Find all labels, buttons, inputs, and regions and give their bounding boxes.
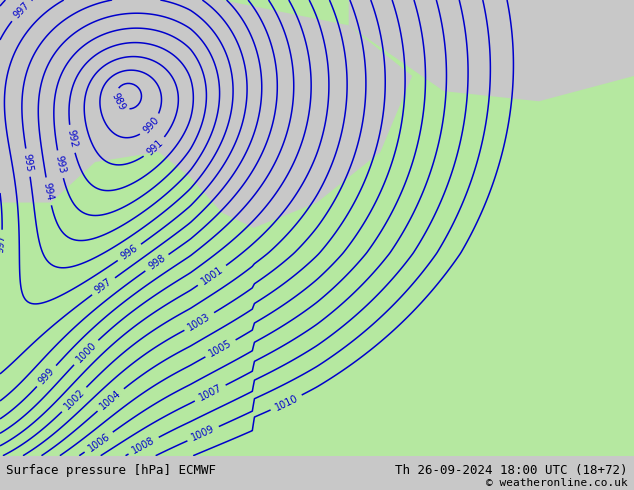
Text: 1002: 1002 (62, 387, 86, 412)
Text: 1004: 1004 (98, 388, 123, 412)
Polygon shape (0, 0, 412, 228)
Text: 1001: 1001 (199, 265, 225, 287)
Polygon shape (349, 0, 634, 101)
Text: 996: 996 (119, 243, 140, 262)
Text: 1003: 1003 (186, 311, 212, 332)
Text: 992: 992 (65, 129, 79, 149)
Text: 1005: 1005 (207, 338, 234, 359)
Text: 991: 991 (145, 138, 165, 157)
Text: 989: 989 (110, 91, 127, 112)
Text: 990: 990 (141, 115, 161, 136)
Text: 1000: 1000 (74, 340, 98, 365)
Text: 995: 995 (22, 153, 34, 172)
Text: 1007: 1007 (197, 383, 223, 403)
Text: 997: 997 (93, 277, 114, 296)
Text: Surface pressure [hPa] ECMWF: Surface pressure [hPa] ECMWF (6, 465, 216, 477)
Text: 997: 997 (0, 234, 7, 253)
Text: 1010: 1010 (273, 393, 299, 413)
Text: 1009: 1009 (190, 424, 216, 443)
Text: Th 26-09-2024 18:00 UTC (18+72): Th 26-09-2024 18:00 UTC (18+72) (395, 465, 628, 477)
Text: 994: 994 (42, 181, 55, 201)
Text: © weatheronline.co.uk: © weatheronline.co.uk (486, 478, 628, 488)
Text: 993: 993 (53, 154, 67, 174)
Text: 998: 998 (146, 253, 167, 272)
Text: 999: 999 (37, 366, 56, 386)
Text: 997: 997 (11, 0, 31, 21)
Text: 1006: 1006 (86, 431, 112, 453)
Text: 1008: 1008 (131, 435, 157, 456)
